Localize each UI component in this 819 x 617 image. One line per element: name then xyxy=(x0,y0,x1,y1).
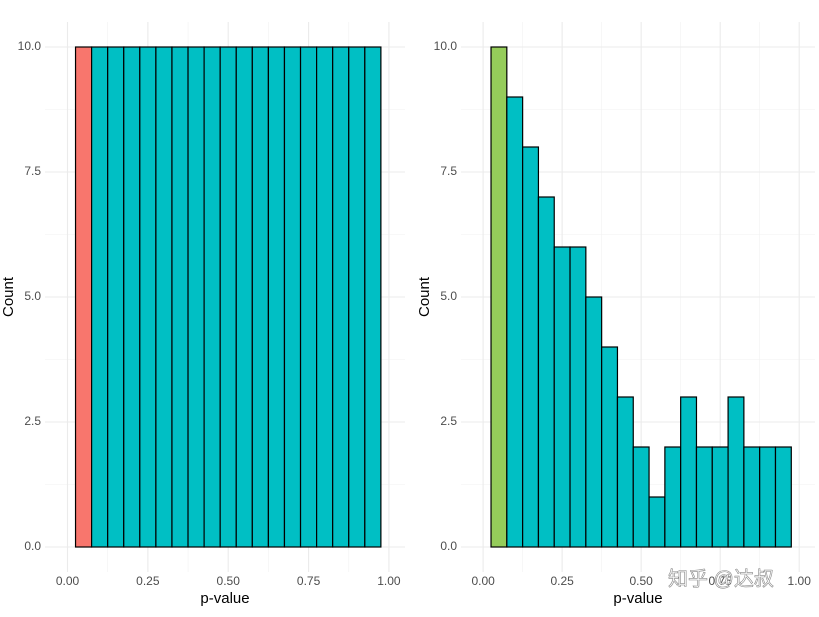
bar xyxy=(235,46,253,548)
bar xyxy=(187,46,205,548)
bar xyxy=(316,46,334,548)
y-tick-label: 2.5 xyxy=(24,414,41,428)
bar xyxy=(727,396,745,548)
bar xyxy=(219,46,237,548)
x-tick-label: 0.00 xyxy=(56,574,80,588)
bar xyxy=(601,346,619,548)
bar xyxy=(553,246,571,548)
bar xyxy=(648,496,666,548)
bar xyxy=(680,396,698,548)
bar xyxy=(123,46,141,548)
y-tick-label: 5.0 xyxy=(440,289,457,303)
x-tick-label: 1.00 xyxy=(788,574,812,588)
bar xyxy=(711,446,729,548)
x-axis-title: p-value xyxy=(613,590,662,607)
y-tick-label: 10.0 xyxy=(18,39,42,53)
bar xyxy=(585,296,603,548)
y-axis-title: Count xyxy=(416,276,433,317)
bar xyxy=(774,446,792,548)
x-tick-label: 0.50 xyxy=(629,574,653,588)
bar xyxy=(107,46,125,548)
y-tick-label: 0.0 xyxy=(24,539,41,553)
x-tick-label: 0.50 xyxy=(217,574,241,588)
watermark: 知乎 @达叔 xyxy=(668,567,774,590)
bar xyxy=(267,46,286,548)
y-axis-title: Count xyxy=(0,276,17,317)
bar xyxy=(74,46,93,548)
y-tick-label: 5.0 xyxy=(24,289,41,303)
bar xyxy=(664,446,682,548)
x-tick-label: 0.25 xyxy=(136,574,160,588)
x-tick-label: 0.75 xyxy=(708,574,732,588)
bar xyxy=(91,46,109,548)
bar xyxy=(364,46,382,548)
bar xyxy=(332,46,350,548)
x-tick-label: 0.00 xyxy=(471,574,495,588)
y-tick-label: 7.5 xyxy=(440,164,457,178)
bar xyxy=(155,46,173,548)
x-axis-title: p-value xyxy=(200,590,249,607)
bar xyxy=(759,446,777,548)
bar xyxy=(299,46,318,548)
bar xyxy=(695,446,713,548)
x-tick-label: 0.75 xyxy=(297,574,321,588)
bar xyxy=(348,46,366,548)
bar xyxy=(139,46,157,548)
bar xyxy=(490,46,508,548)
y-tick-label: 10.0 xyxy=(434,39,458,53)
bar xyxy=(569,246,587,548)
bar xyxy=(616,396,634,548)
bar xyxy=(283,46,302,548)
bar xyxy=(203,46,221,548)
bar xyxy=(743,446,761,548)
bar xyxy=(251,46,269,548)
bar xyxy=(632,446,650,548)
bar xyxy=(522,146,540,548)
x-tick-label: 0.25 xyxy=(550,574,574,588)
bar xyxy=(537,196,555,548)
bar xyxy=(506,96,524,548)
y-tick-label: 0.0 xyxy=(440,539,457,553)
bar xyxy=(171,46,189,548)
y-tick-label: 7.5 xyxy=(24,164,41,178)
y-tick-label: 2.5 xyxy=(440,414,457,428)
x-tick-label: 1.00 xyxy=(377,574,401,588)
